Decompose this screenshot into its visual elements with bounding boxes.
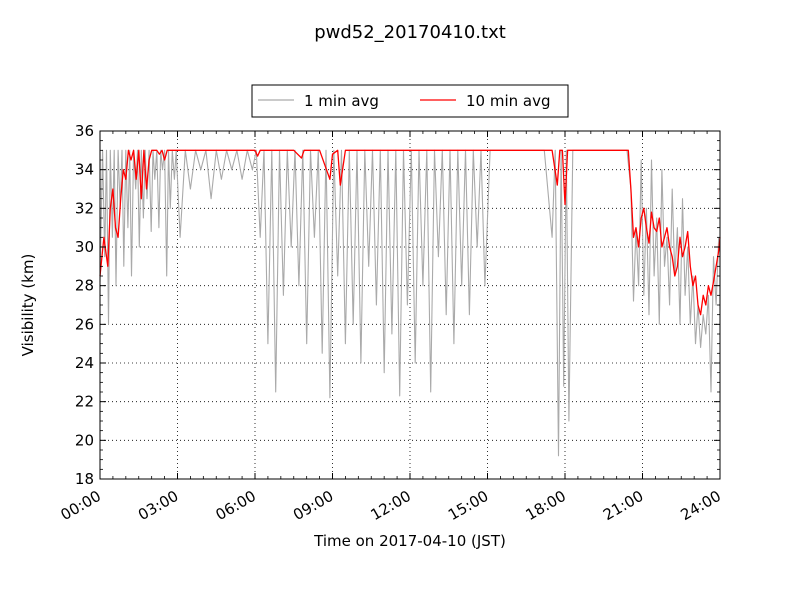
y-tick-label: 30 xyxy=(75,238,94,256)
y-axis-label: Visibility (km) xyxy=(19,254,37,357)
y-tick-label: 28 xyxy=(75,277,94,295)
legend-label-10min: 10 min avg xyxy=(466,92,551,110)
y-tick-label: 34 xyxy=(75,161,94,179)
x-tick-label: 12:00 xyxy=(368,487,414,524)
y-tick-label: 36 xyxy=(75,122,94,140)
x-tick-label: 09:00 xyxy=(290,487,336,524)
x-tick-label: 03:00 xyxy=(135,487,181,524)
x-tick-label: 15:00 xyxy=(445,487,491,524)
x-tick-label: 21:00 xyxy=(600,487,646,524)
y-tick-label: 20 xyxy=(75,431,94,449)
chart-title: pwd52_20170410.txt xyxy=(314,22,506,43)
legend-box xyxy=(251,84,569,118)
legend: 1 min avg 10 min avg xyxy=(251,84,569,118)
x-tick-label: 24:00 xyxy=(678,487,724,524)
series-line-10min-avg xyxy=(99,149,721,316)
y-tick-label: 18 xyxy=(75,470,94,488)
x-tick-label: 18:00 xyxy=(523,487,569,524)
legend-label-1min: 1 min avg xyxy=(304,92,379,110)
x-axis-label: Time on 2017-04-10 (JST) xyxy=(313,532,506,550)
y-tick-label: 22 xyxy=(75,393,94,411)
ticks xyxy=(99,130,721,480)
series-layer xyxy=(99,149,721,457)
y-tick-label: 32 xyxy=(75,199,94,217)
x-tick-label: 00:00 xyxy=(58,487,104,524)
x-tick-label: 06:00 xyxy=(213,487,259,524)
y-tick-label: 26 xyxy=(75,315,94,333)
y-tick-label: 24 xyxy=(75,354,94,372)
grid xyxy=(100,131,720,479)
series-line-1min-avg xyxy=(99,149,720,457)
